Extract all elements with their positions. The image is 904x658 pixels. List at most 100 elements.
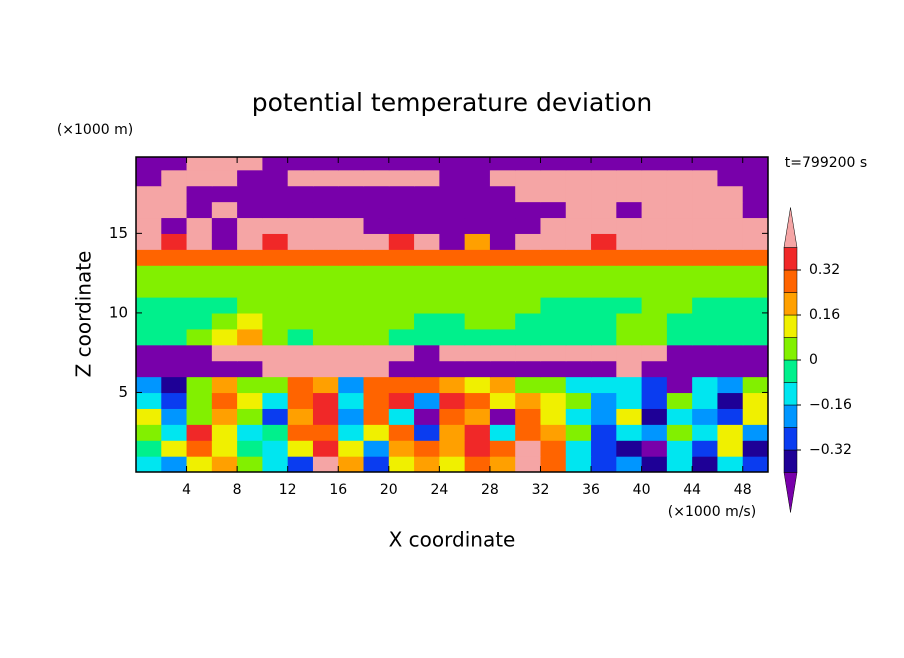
field-cell [136,360,162,378]
field-cell [666,297,693,314]
field-cell [136,392,162,409]
field-cell [338,344,365,362]
field-cell [161,312,188,330]
field-cell [565,344,592,362]
field-cell [742,424,768,441]
field-cell [186,157,213,171]
field [136,157,768,472]
field-cell [616,297,643,314]
field-cell [489,169,516,187]
field-cell [666,408,693,425]
field-cell [262,297,289,314]
field-cell [363,265,390,282]
field-cell [161,392,188,409]
field-cell [161,265,188,282]
field-cell [717,265,744,282]
field-cell [742,392,768,409]
field-cell [161,157,188,171]
field-cell [161,344,188,362]
x-unit: (×1000 m/s) [668,504,756,520]
field-cell [591,201,617,219]
field-cell [692,424,719,441]
field-cell [287,440,314,457]
field-cell [540,424,567,441]
x-tick-label: 32 [532,482,550,498]
field-cell [641,312,668,330]
field-cell [287,233,314,250]
field-cell [742,185,768,203]
field-cell [666,249,693,266]
field-cell [489,233,516,250]
field-cell [136,328,162,346]
colorbar-box [783,382,798,406]
field-cell [136,297,162,314]
field-cell [161,185,188,203]
field-cell [161,360,188,378]
field-cell [287,424,314,441]
colorbar-box [783,404,798,428]
field-cell [287,297,314,314]
field-cell [641,440,668,457]
field-cell [363,312,390,330]
field-cell [237,424,263,441]
field-cell [641,328,668,346]
field-cell [666,392,693,409]
field-cell [489,249,516,266]
field-cell [591,185,617,203]
field-cell [464,185,491,203]
field-cell [136,169,162,187]
field-cell [489,265,516,282]
field-cell [211,169,238,187]
field-cell [489,408,516,425]
field-cell [489,281,516,298]
x-tick-label: 24 [430,482,448,498]
field-cell [338,376,365,394]
field-cell [414,281,440,298]
field-cell [186,265,213,282]
field-cell [464,328,491,346]
field-cell [515,392,542,409]
field-cell [262,328,289,346]
field-cell [237,297,263,314]
field-cell [439,360,466,378]
field-cell [136,157,162,171]
field-cell [161,328,188,346]
field-cell [186,376,213,394]
field-cell [136,185,162,203]
field-cell [565,281,592,298]
field-cell [717,424,744,441]
x-tick-label: 44 [683,482,701,498]
field-cell [666,456,693,472]
field-cell [591,249,617,266]
field-cell [489,312,516,330]
field-cell [363,360,390,378]
field-cell [338,312,365,330]
field-cell [312,424,339,441]
field-cell [186,217,213,234]
x-tick-label: 4 [182,482,191,498]
field-cell [666,440,693,457]
field-cell [363,185,390,203]
field-cell [414,328,440,346]
field-cell [464,392,491,409]
field-cell [742,249,768,266]
field-cell [540,408,567,425]
field-cell [565,312,592,330]
field-cell [186,424,213,441]
field-cell [211,265,238,282]
field-cell [717,185,744,203]
field-cell [161,297,188,314]
field-cell [464,376,491,394]
field-cell [211,157,238,171]
field-cell [489,185,516,203]
field-cell [414,265,440,282]
x-tick-label: 16 [329,482,347,498]
field-cell [717,376,744,394]
field-cell [414,249,440,266]
field-cell [717,217,744,234]
field-cell [464,201,491,219]
field-cell [489,376,516,394]
field-cell [540,169,567,187]
field-cell [515,157,542,171]
field-cell [515,312,542,330]
